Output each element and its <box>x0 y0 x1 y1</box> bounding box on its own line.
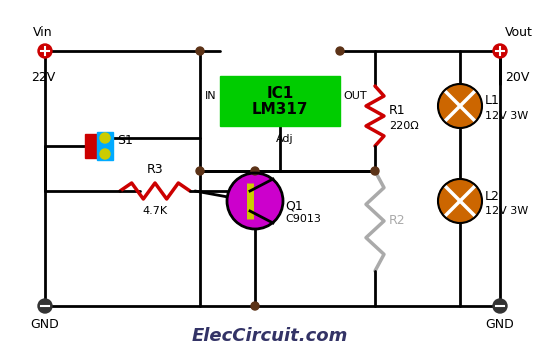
Circle shape <box>496 302 504 310</box>
Text: OUT: OUT <box>343 91 367 101</box>
Circle shape <box>251 302 259 310</box>
Text: 12V 3W: 12V 3W <box>485 111 528 121</box>
Circle shape <box>196 167 204 175</box>
Text: Adj: Adj <box>276 134 294 144</box>
Circle shape <box>438 179 482 223</box>
Text: GND: GND <box>485 318 515 331</box>
Text: LM317: LM317 <box>252 101 308 116</box>
Text: R1: R1 <box>389 105 406 117</box>
Circle shape <box>493 44 507 58</box>
Circle shape <box>41 47 49 55</box>
Bar <box>220 76 340 126</box>
Circle shape <box>493 299 507 313</box>
Circle shape <box>227 173 283 229</box>
Circle shape <box>496 47 504 55</box>
Circle shape <box>100 149 110 159</box>
Circle shape <box>196 47 204 55</box>
Circle shape <box>251 167 259 175</box>
Text: 4.7K: 4.7K <box>143 206 167 216</box>
Text: 20V: 20V <box>505 71 529 84</box>
Text: R2: R2 <box>389 215 406 227</box>
Bar <box>85 134 105 158</box>
Circle shape <box>438 84 482 128</box>
Circle shape <box>38 44 52 58</box>
Circle shape <box>336 47 344 55</box>
Text: Q1: Q1 <box>285 199 303 213</box>
Text: S1: S1 <box>117 135 133 147</box>
Circle shape <box>371 167 379 175</box>
Text: R3: R3 <box>147 163 163 176</box>
Text: 22V: 22V <box>31 71 55 84</box>
Text: L1: L1 <box>485 94 500 108</box>
Text: C9013: C9013 <box>285 214 321 224</box>
Circle shape <box>100 133 110 143</box>
Text: GND: GND <box>31 318 59 331</box>
Text: ElecCircuit.com: ElecCircuit.com <box>192 327 348 345</box>
Text: Vin: Vin <box>33 26 53 39</box>
Text: 12V 3W: 12V 3W <box>485 206 528 216</box>
Text: IC1: IC1 <box>266 85 294 100</box>
Text: L2: L2 <box>485 189 500 203</box>
Bar <box>97 132 113 160</box>
Text: 220Ω: 220Ω <box>389 121 419 131</box>
Circle shape <box>41 302 49 310</box>
Text: IN: IN <box>205 91 217 101</box>
Circle shape <box>38 299 52 313</box>
Text: Vout: Vout <box>505 26 533 39</box>
